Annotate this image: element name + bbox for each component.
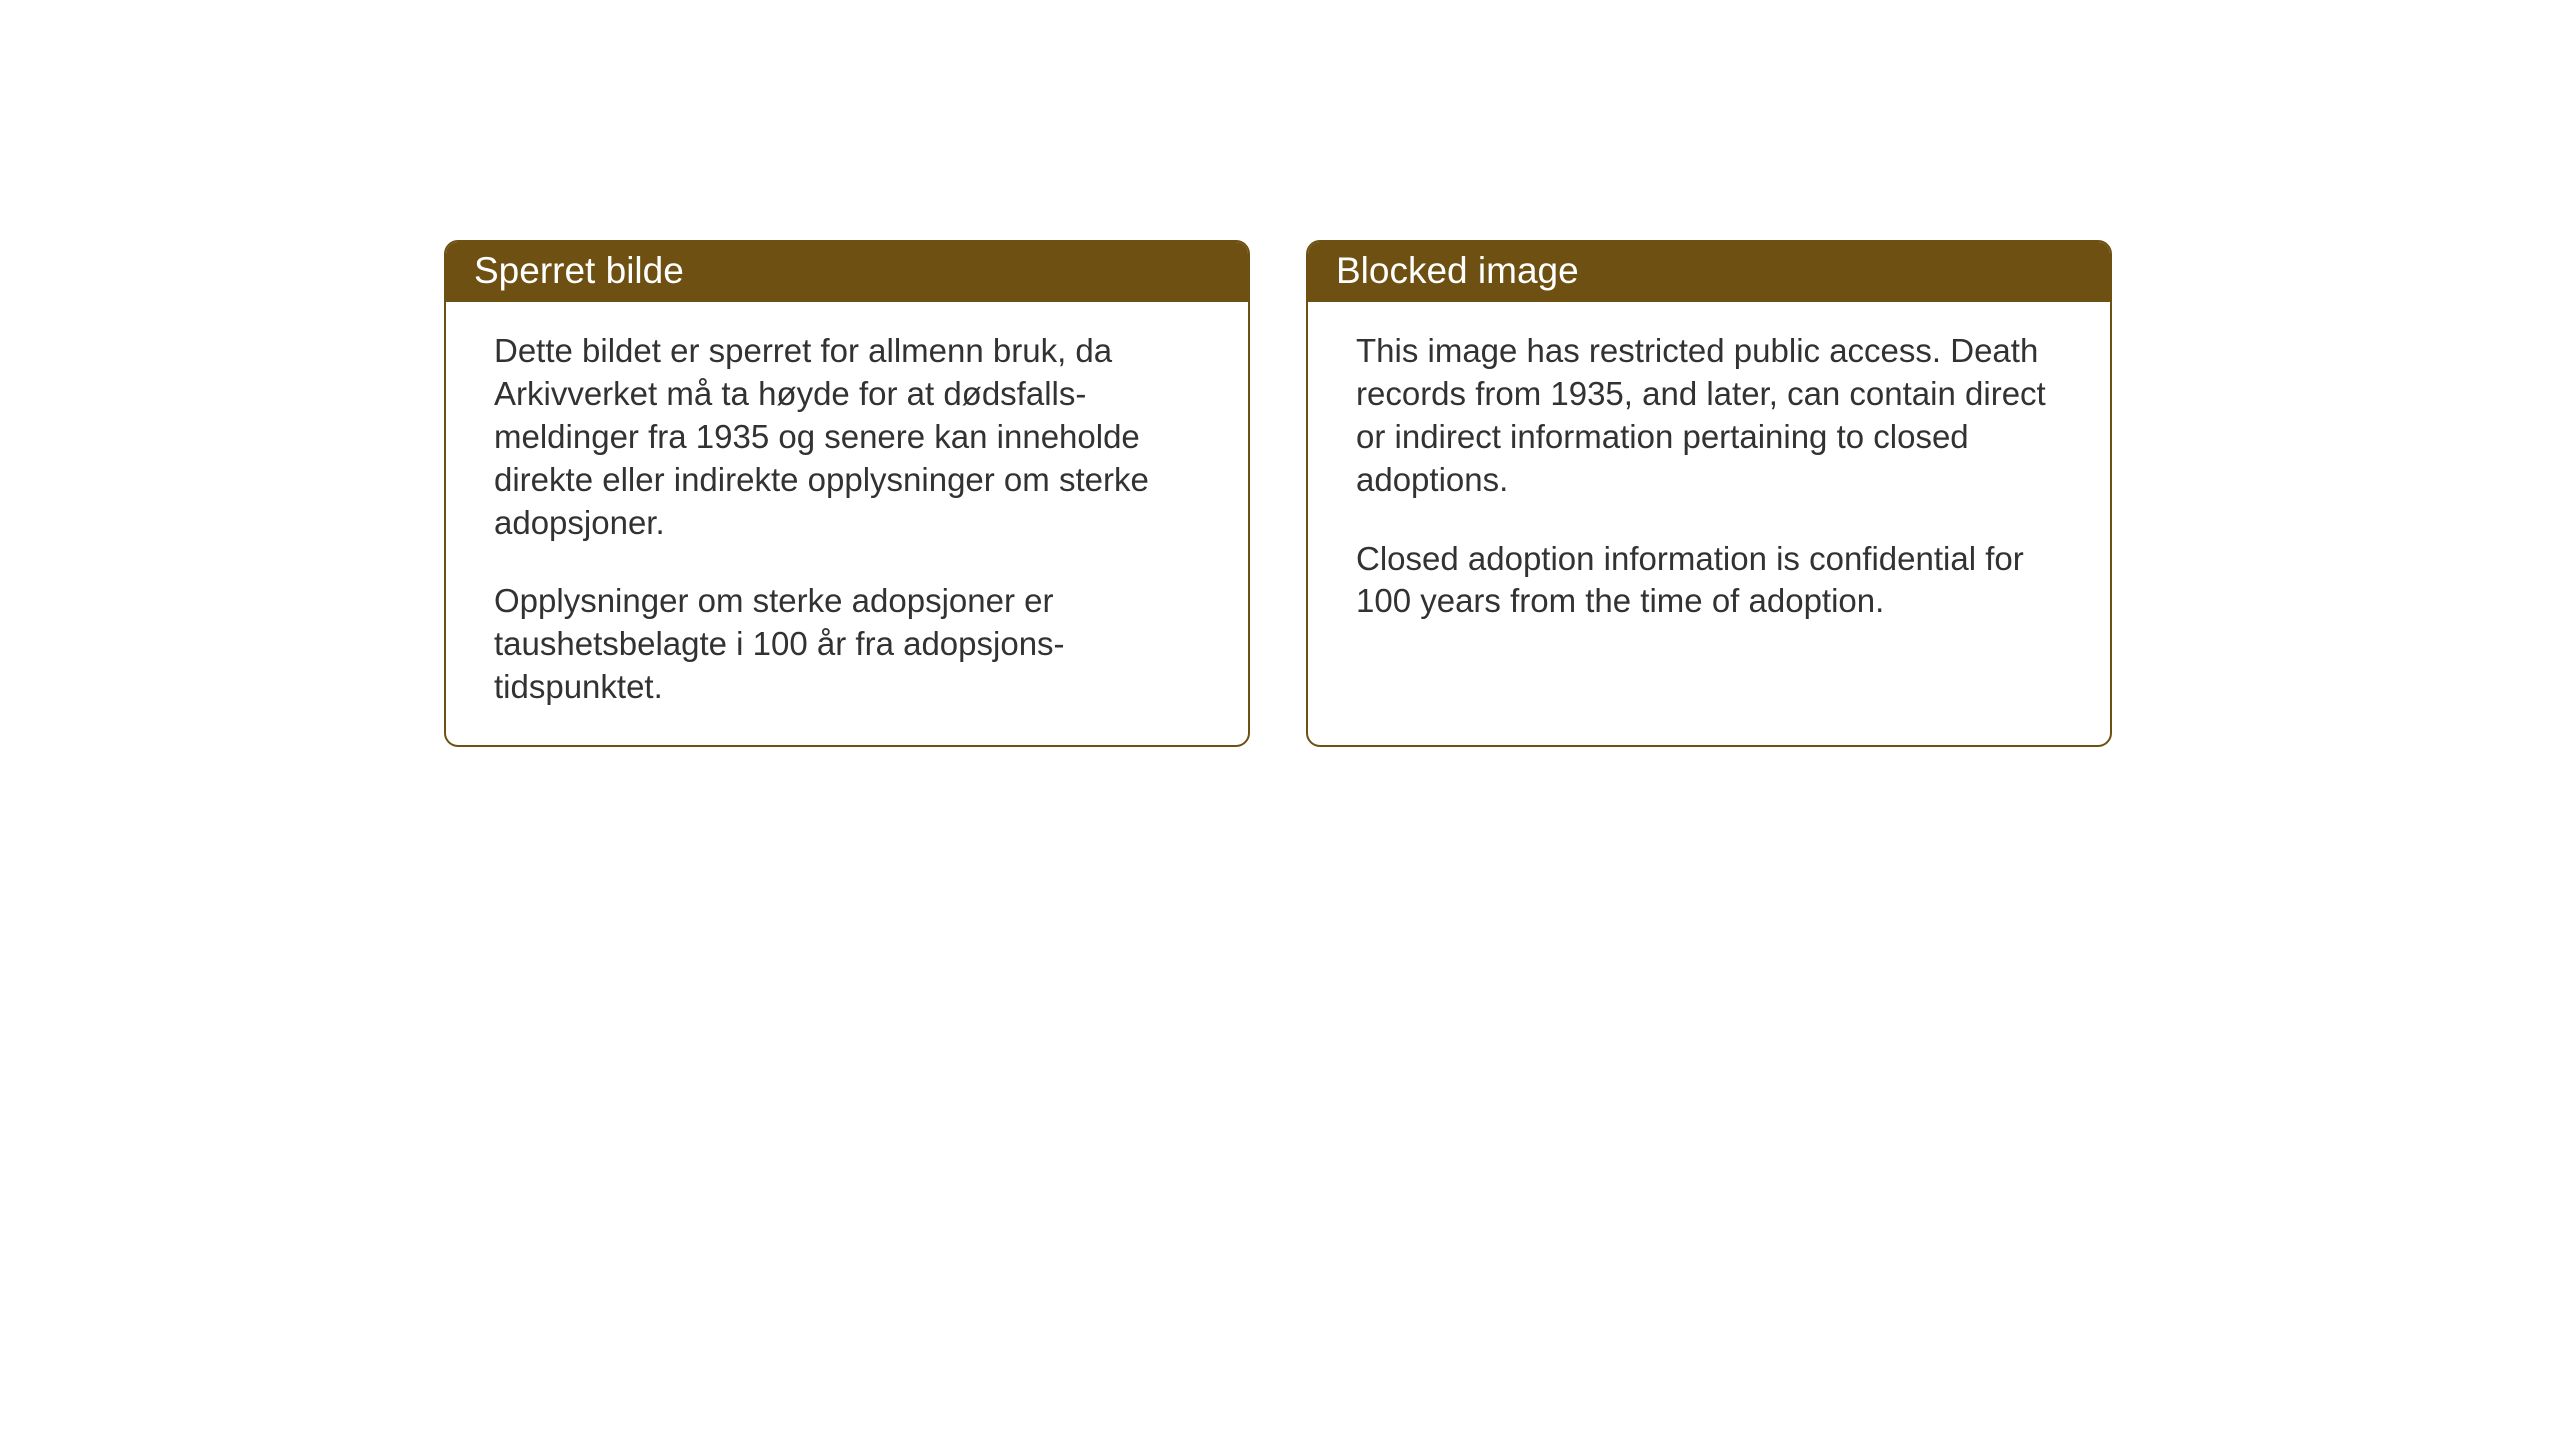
card-body-english: This image has restricted public access.…: [1308, 302, 2110, 659]
card-header-norwegian: Sperret bilde: [446, 242, 1248, 302]
card-paragraph-2-english: Closed adoption information is confident…: [1356, 538, 2062, 624]
card-paragraph-2-norwegian: Opplysninger om sterke adopsjoner er tau…: [494, 580, 1200, 709]
card-title-english: Blocked image: [1336, 250, 1579, 291]
card-header-english: Blocked image: [1308, 242, 2110, 302]
card-body-norwegian: Dette bildet er sperret for allmenn bruk…: [446, 302, 1248, 745]
card-english: Blocked image This image has restricted …: [1306, 240, 2112, 747]
card-norwegian: Sperret bilde Dette bildet er sperret fo…: [444, 240, 1250, 747]
card-paragraph-1-norwegian: Dette bildet er sperret for allmenn bruk…: [494, 330, 1200, 544]
card-paragraph-1-english: This image has restricted public access.…: [1356, 330, 2062, 502]
card-title-norwegian: Sperret bilde: [474, 250, 684, 291]
notice-container: Sperret bilde Dette bildet er sperret fo…: [444, 240, 2112, 747]
